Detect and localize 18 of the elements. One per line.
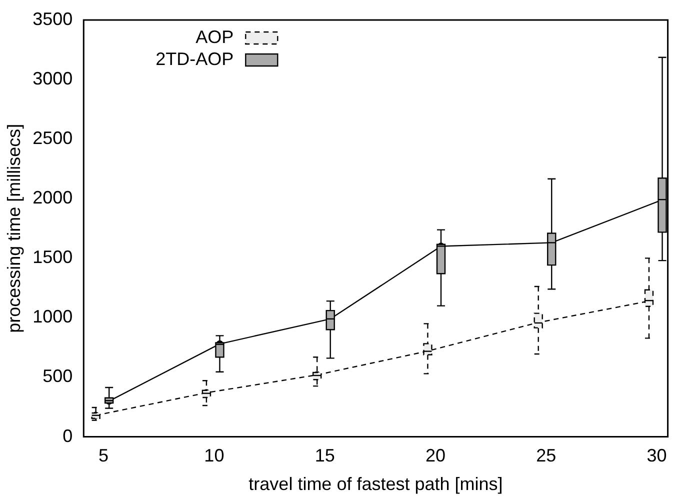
y-tick-label: 2000 bbox=[32, 188, 73, 208]
legend-label: 2TD-AOP bbox=[156, 48, 234, 69]
legend-label: AOP bbox=[196, 26, 234, 47]
x-tick-label: 10 bbox=[204, 446, 224, 466]
x-tick-label: 25 bbox=[536, 446, 556, 466]
x-tick-label: 5 bbox=[98, 446, 109, 466]
y-tick-label: 3000 bbox=[32, 68, 73, 89]
y-tick-label: 500 bbox=[42, 366, 73, 386]
y-tick-label: 2500 bbox=[32, 128, 73, 148]
x-tick-label: 15 bbox=[314, 446, 335, 466]
x-tick-label: 30 bbox=[646, 446, 667, 466]
x-tick-label: 20 bbox=[425, 446, 446, 466]
y-axis-title: processing time [millisecs] bbox=[4, 124, 24, 333]
y-tick-label: 1500 bbox=[32, 247, 73, 268]
y-tick-label: 1000 bbox=[32, 306, 73, 327]
x-axis-title: travel time of fastest path [mins] bbox=[248, 474, 503, 494]
y-tick-label: 0 bbox=[62, 426, 73, 446]
y-tick-label: 3500 bbox=[32, 8, 73, 29]
